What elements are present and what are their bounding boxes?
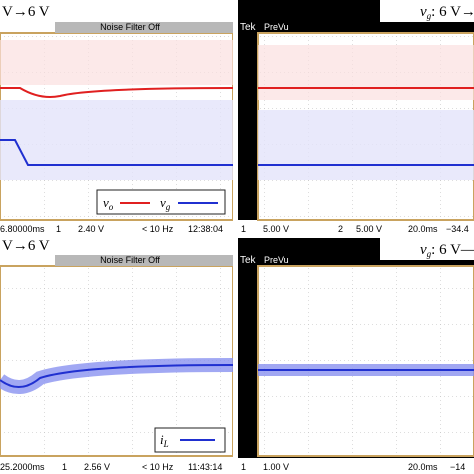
- brand: Tek: [240, 255, 257, 266]
- status: 11:43:14: [188, 462, 222, 472]
- status: < 10 Hz: [142, 224, 174, 234]
- panel: Noise Filter Off V→6 V iL 25.2000ms 1 2.…: [0, 238, 234, 472]
- heading: V→6 V: [2, 238, 50, 254]
- status: 20.0ms: [408, 224, 438, 234]
- panel: Tek PreVu vg: 6 V— 1 1.00 V 20.0ms −14: [238, 238, 474, 474]
- status: 5.00 V: [263, 224, 289, 234]
- status: 1: [241, 462, 246, 472]
- status: 1: [62, 462, 67, 472]
- status: 12:38:04: [188, 224, 223, 234]
- status: 6.80000ms: [0, 224, 45, 234]
- status: 2.40 V: [78, 224, 104, 234]
- heading: vg: 6 V—: [420, 242, 474, 259]
- mode: PreVu: [264, 255, 289, 265]
- status: 5.00 V: [356, 224, 382, 234]
- legend-label: iL: [160, 432, 169, 449]
- status: 1: [56, 224, 61, 234]
- status: 2.56 V: [84, 462, 110, 472]
- heading: V→6 V: [2, 4, 50, 20]
- status: 1: [241, 224, 246, 234]
- heading: vg: 6 V→: [420, 4, 474, 21]
- status: 1.00 V: [263, 462, 289, 472]
- status: 20.0ms: [408, 462, 438, 472]
- panel: Tek PreVu vg: 6 V→ 1 5.00 V 2 5.00 V 20.…: [238, 0, 474, 237]
- status: < 10 Hz: [142, 462, 174, 472]
- status: 2: [338, 224, 343, 234]
- status: 25.2000ms: [0, 462, 45, 472]
- banner: Noise Filter Off: [100, 22, 160, 32]
- banner: Noise Filter Off: [100, 255, 160, 265]
- status: −34.4: [446, 224, 469, 234]
- legend-label: vg: [160, 195, 171, 212]
- legend-label: vo: [103, 195, 114, 212]
- status: −14: [450, 462, 465, 472]
- panel: Noise Filter Off V→6 V vo vg 6.80000ms 1…: [0, 4, 234, 234]
- mode: PreVu: [264, 22, 289, 32]
- brand: Tek: [240, 22, 257, 33]
